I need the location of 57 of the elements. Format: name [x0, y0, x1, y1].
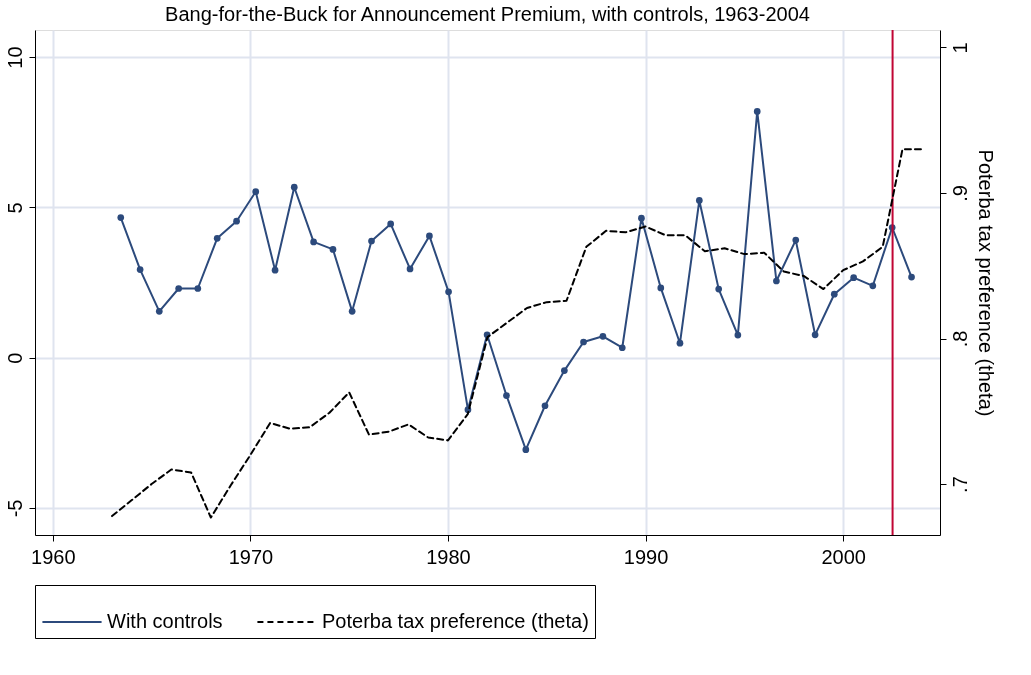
- legend-label: Poterba tax preference (theta): [322, 610, 589, 632]
- point: [773, 277, 780, 285]
- point: [638, 214, 645, 222]
- point: [695, 197, 703, 204]
- point: [908, 273, 915, 281]
- point: [753, 108, 761, 115]
- point: [580, 338, 587, 346]
- point: [194, 285, 202, 292]
- y-tick-label: 5: [3, 202, 26, 214]
- point: [117, 214, 125, 221]
- y2-axis-title: Poterba tax preference (theta): [974, 149, 997, 417]
- point: [522, 446, 530, 453]
- point: [136, 266, 144, 273]
- point: [657, 284, 665, 292]
- y-tick-label: 0: [3, 352, 26, 364]
- point: [811, 331, 819, 339]
- x-tick-label: 2000: [821, 545, 866, 568]
- chart-title: Bang-for-the-Buck for Announcement Premium, with controls, 1963-2004: [165, 3, 810, 25]
- legend-label: With controls: [107, 610, 223, 632]
- x-tick-label: 1970: [228, 545, 274, 568]
- point: [252, 188, 260, 196]
- point: [387, 220, 395, 228]
- x-tick-label: 1960: [31, 545, 76, 568]
- line-series: [111, 148, 924, 519]
- point: [503, 392, 510, 399]
- point: [445, 288, 452, 296]
- point: [426, 232, 433, 240]
- point: [599, 332, 607, 340]
- point: [541, 402, 549, 410]
- point: [290, 183, 298, 191]
- point: [850, 274, 857, 282]
- point: [175, 285, 183, 292]
- point: [792, 236, 800, 244]
- y2-tick-label: .9: [948, 185, 971, 202]
- point: [348, 308, 356, 315]
- point: [676, 339, 684, 347]
- point: [715, 285, 723, 293]
- x-tick-label: 1990: [623, 545, 669, 568]
- y2-tick-label: .7: [948, 476, 971, 493]
- point: [406, 265, 414, 273]
- point: [329, 246, 337, 253]
- y2-tick-label: .8: [948, 330, 971, 348]
- point: [271, 266, 279, 274]
- x-tick-label: 1980: [426, 545, 471, 568]
- point: [310, 238, 317, 246]
- point: [734, 331, 742, 339]
- point: [618, 344, 626, 352]
- y-tick-label: -5: [3, 499, 26, 518]
- point: [368, 237, 375, 245]
- point: [830, 290, 838, 298]
- y2-tick-label: 1: [948, 42, 971, 54]
- y-tick-label: 10: [3, 46, 26, 69]
- point: [155, 308, 163, 315]
- point: [869, 282, 877, 290]
- point: [561, 367, 568, 374]
- point: [233, 217, 240, 225]
- point: [213, 234, 221, 242]
